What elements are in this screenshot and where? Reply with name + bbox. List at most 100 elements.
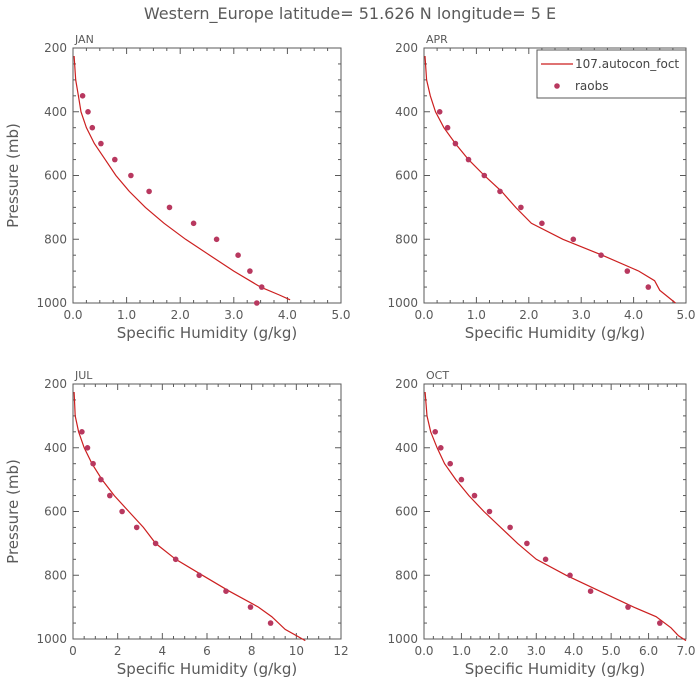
x-tick-label: 0 <box>69 644 77 658</box>
data-point-raobs <box>625 604 631 610</box>
x-tick-label: 5.0 <box>331 308 350 322</box>
y-tick-label: 800 <box>395 232 418 246</box>
x-tick-label: 2.0 <box>519 308 538 322</box>
x-tick-label: 3.0 <box>527 644 546 658</box>
data-point-raobs <box>432 429 439 435</box>
data-point-raobs <box>213 236 220 243</box>
x-tick-label: 4.0 <box>564 644 583 658</box>
x-tick-label: 1.0 <box>117 308 136 322</box>
y-tick-label: 200 <box>44 377 67 391</box>
x-axis-label: Specific Humidity (g/kg) <box>117 660 297 678</box>
data-point-raobs <box>166 204 173 211</box>
data-point-raobs <box>542 556 549 563</box>
y-tick-label: 400 <box>395 441 418 455</box>
data-point-raobs <box>146 188 152 195</box>
panel-label: APR <box>426 33 448 46</box>
data-point-raobs <box>539 220 545 227</box>
data-point-raobs <box>89 124 96 131</box>
data-point-raobs <box>598 252 604 258</box>
x-tick-label: 2.0 <box>489 644 508 658</box>
data-point-raobs <box>624 268 631 274</box>
data-point-raobs <box>172 556 179 563</box>
x-tick-label: 4.0 <box>624 308 643 322</box>
x-tick-label: 5.0 <box>602 644 621 658</box>
x-tick-label: 5.0 <box>676 308 695 322</box>
x-tick-label: 10 <box>289 644 304 658</box>
series-line-model <box>424 391 687 642</box>
y-tick-label: 1000 <box>387 632 418 646</box>
x-tick-label: 4.0 <box>278 308 297 322</box>
panels: JAN 0.0 1.0 2.0 3.0 4.0 5.0 200 400 600 800 1000 Spe… <box>4 33 696 678</box>
series-line-model <box>73 391 306 642</box>
y-tick-label: 400 <box>44 441 67 455</box>
data-point-raobs <box>518 204 524 211</box>
data-point-raobs <box>253 300 260 306</box>
data-point-raobs <box>79 93 86 99</box>
y-tick-label: 800 <box>44 232 67 246</box>
data-point-raobs <box>438 445 444 451</box>
data-point-raobs <box>112 156 118 163</box>
plot-frame <box>72 47 342 304</box>
x-axis-label: Specific Humidity (g/kg) <box>465 660 645 678</box>
data-point-raobs <box>497 188 503 195</box>
data-point-raobs <box>84 445 91 451</box>
x-tick-label: 4 <box>159 644 167 658</box>
data-point-raobs <box>133 524 140 531</box>
x-tick-label: 2.0 <box>171 308 190 322</box>
panel-label: OCT <box>426 369 449 382</box>
y-tick-label: 600 <box>395 505 418 519</box>
x-tick-label: 6 <box>203 644 211 658</box>
data-point-raobs <box>119 508 125 515</box>
x-tick-label: 12 <box>333 644 348 658</box>
data-point-raobs <box>235 252 241 258</box>
data-point-raobs <box>570 236 577 243</box>
figure-title: Western_Europe latitude= 51.626 N longit… <box>144 4 556 24</box>
y-axis-label: Pressure (mb) <box>4 459 22 564</box>
data-point-raobs <box>436 109 443 115</box>
data-point-raobs <box>107 492 113 499</box>
panel-label: JAN <box>74 33 94 46</box>
data-point-raobs <box>247 604 254 610</box>
y-tick-label: 600 <box>44 505 67 519</box>
x-tick-label: 1.0 <box>467 308 486 322</box>
x-tick-label: 6.0 <box>639 644 658 658</box>
chart-panel-jul: JUL 0 2 4 6 8 10 12 200 400 600 800 1000 Specific Hum… <box>4 369 349 678</box>
data-point-raobs <box>471 492 478 499</box>
y-tick-label: 1000 <box>36 296 67 310</box>
y-tick-label: 200 <box>395 41 418 55</box>
legend-dot-swatch <box>554 83 560 89</box>
plot-frame <box>72 383 342 640</box>
x-tick-label: 7.0 <box>676 644 695 658</box>
panel-label: JUL <box>74 369 93 382</box>
data-point-raobs <box>465 156 472 163</box>
x-tick-label: 2 <box>114 644 122 658</box>
data-point-raobs <box>657 620 663 626</box>
legend-box <box>536 49 687 99</box>
y-tick-label: 200 <box>44 41 67 55</box>
data-point-raobs <box>645 284 652 290</box>
y-tick-label: 600 <box>44 169 67 183</box>
x-axis-label: Specific Humidity (g/kg) <box>465 324 645 342</box>
x-tick-label: 8 <box>248 644 256 658</box>
data-point-raobs <box>447 460 454 467</box>
data-point-raobs <box>567 572 573 579</box>
data-point-raobs <box>507 524 513 531</box>
y-tick-label: 200 <box>395 377 418 391</box>
x-tick-label: 0.0 <box>414 308 433 322</box>
series-line-model <box>73 55 291 301</box>
y-tick-label: 800 <box>44 568 67 582</box>
plot-frame <box>423 383 687 640</box>
data-point-raobs <box>452 140 459 147</box>
chart-panel-jan: JAN 0.0 1.0 2.0 3.0 4.0 5.0 200 400 600 800 1000 Spe… <box>4 33 351 342</box>
data-point-raobs <box>458 476 465 483</box>
x-tick-label: 1.0 <box>452 644 471 658</box>
data-point-raobs <box>79 429 85 435</box>
x-tick-label: 3.0 <box>572 308 591 322</box>
x-tick-label: 3.0 <box>224 308 243 322</box>
data-point-raobs <box>98 476 104 483</box>
data-point-raobs <box>444 124 451 131</box>
x-axis-label: Specific Humidity (g/kg) <box>117 324 297 342</box>
x-tick-label: 0.0 <box>63 308 82 322</box>
